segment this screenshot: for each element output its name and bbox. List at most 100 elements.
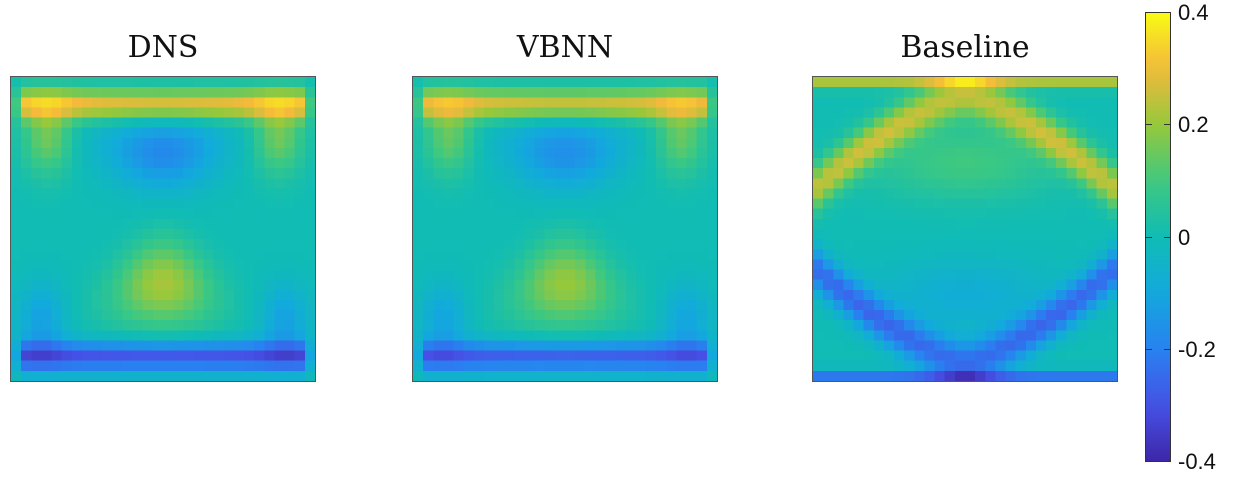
heatmap-cell [666,158,677,169]
heatmap-cell [823,168,834,179]
heatmap-cell [656,330,667,341]
heatmap-cell [615,279,627,291]
heatmap-cell [31,229,42,240]
heatmap-cell [904,229,915,240]
heatmap-cell [1096,229,1108,240]
heatmap-cell [504,218,515,230]
heatmap-cell [92,340,103,351]
heatmap-cell [873,269,885,280]
heatmap-cell [914,249,925,260]
heatmap-cell [294,259,306,270]
heatmap-cell [656,320,667,331]
heatmap-cell [975,218,986,230]
heatmap-cell [233,229,245,240]
heatmap-cell [615,330,627,341]
heatmap-cell [863,279,875,291]
heatmap-cell [433,330,444,341]
heatmap-cell [1005,77,1016,88]
heatmap-cell [244,229,255,240]
heatmap-cell [985,360,996,372]
heatmap-cell [894,269,905,280]
heatmap-cell [706,188,717,199]
heatmap-cell [944,77,956,88]
heatmap-cell [423,97,434,108]
heatmap-cell [514,249,525,260]
heatmap-cell [833,350,844,361]
heatmap-cell [254,137,265,149]
heatmap-cell [132,77,143,88]
heatmap-cell [31,127,42,139]
heatmap-cell [843,239,854,250]
heatmap-cell [304,127,315,139]
heatmap-cell [894,107,905,118]
heatmap-cell [254,188,265,199]
heatmap-cell [605,269,616,280]
heatmap-cell [1015,340,1027,351]
heatmap-cell [423,188,434,199]
heatmap-cell [1086,269,1097,280]
heatmap-cell [413,279,424,291]
heatmap-cell [1046,97,1057,108]
heatmap-cell [61,229,73,240]
heatmap-cell [92,239,103,250]
heatmap-cell [924,340,935,351]
heatmap-cell [284,299,295,311]
heatmap-cell [965,178,976,189]
heatmap-cell [1106,289,1117,301]
heatmap-cell [453,208,464,220]
heatmap-cell [995,310,1006,321]
heatmap-cell [504,87,515,98]
heatmap-cell [944,127,956,139]
heatmap-cell [534,208,545,220]
heatmap-cell [944,330,956,341]
heatmap-cell [203,310,214,321]
heatmap-cell [61,269,73,280]
heatmap-cell [264,279,275,291]
heatmap-cell [233,340,245,351]
heatmap-cell [585,259,596,270]
heatmap-cell [494,218,505,230]
heatmap-cell [666,299,677,311]
heatmap-cell [122,168,133,179]
heatmap-cell [163,330,174,341]
heatmap-cell [51,229,62,240]
heatmap-cell [1046,77,1057,88]
heatmap-cell [696,188,708,199]
heatmap-cell [294,107,306,118]
heatmap-cell [944,188,956,199]
heatmap-cell [646,249,657,260]
heatmap-cell [534,330,545,341]
heatmap-cell [264,117,275,128]
heatmap-cell [183,208,194,220]
heatmap-cell [813,147,824,159]
heatmap-cell [965,218,976,230]
heatmap-cell [514,137,525,149]
heatmap-cell [975,158,986,169]
heatmap-cell [41,137,52,149]
heatmap-cell [193,259,204,270]
heatmap-cell [453,77,464,88]
heatmap-cell [975,107,986,118]
heatmap-cell [284,147,295,159]
heatmap-cell [244,87,255,98]
heatmap-cell [463,218,475,230]
heatmap-cell [284,340,295,351]
heatmap-cell [544,340,556,351]
heatmap-cell [1066,107,1077,118]
heatmap-cell [934,97,945,108]
heatmap-cell [676,107,687,118]
heatmap-cell [11,289,22,301]
heatmap-cell [122,279,133,291]
heatmap-cell [904,360,915,372]
heatmap-cell [483,360,495,372]
heatmap-cell [294,310,306,321]
heatmap-cell [443,350,454,361]
heatmap-cell [904,208,915,220]
heatmap-cell [1015,310,1027,321]
heatmap-cell [524,269,535,280]
heatmap-cell [615,178,627,189]
heatmap-cell [1076,259,1087,270]
heatmap-cell [183,360,194,372]
heatmap-cell [575,249,586,260]
heatmap-cell [193,97,204,108]
